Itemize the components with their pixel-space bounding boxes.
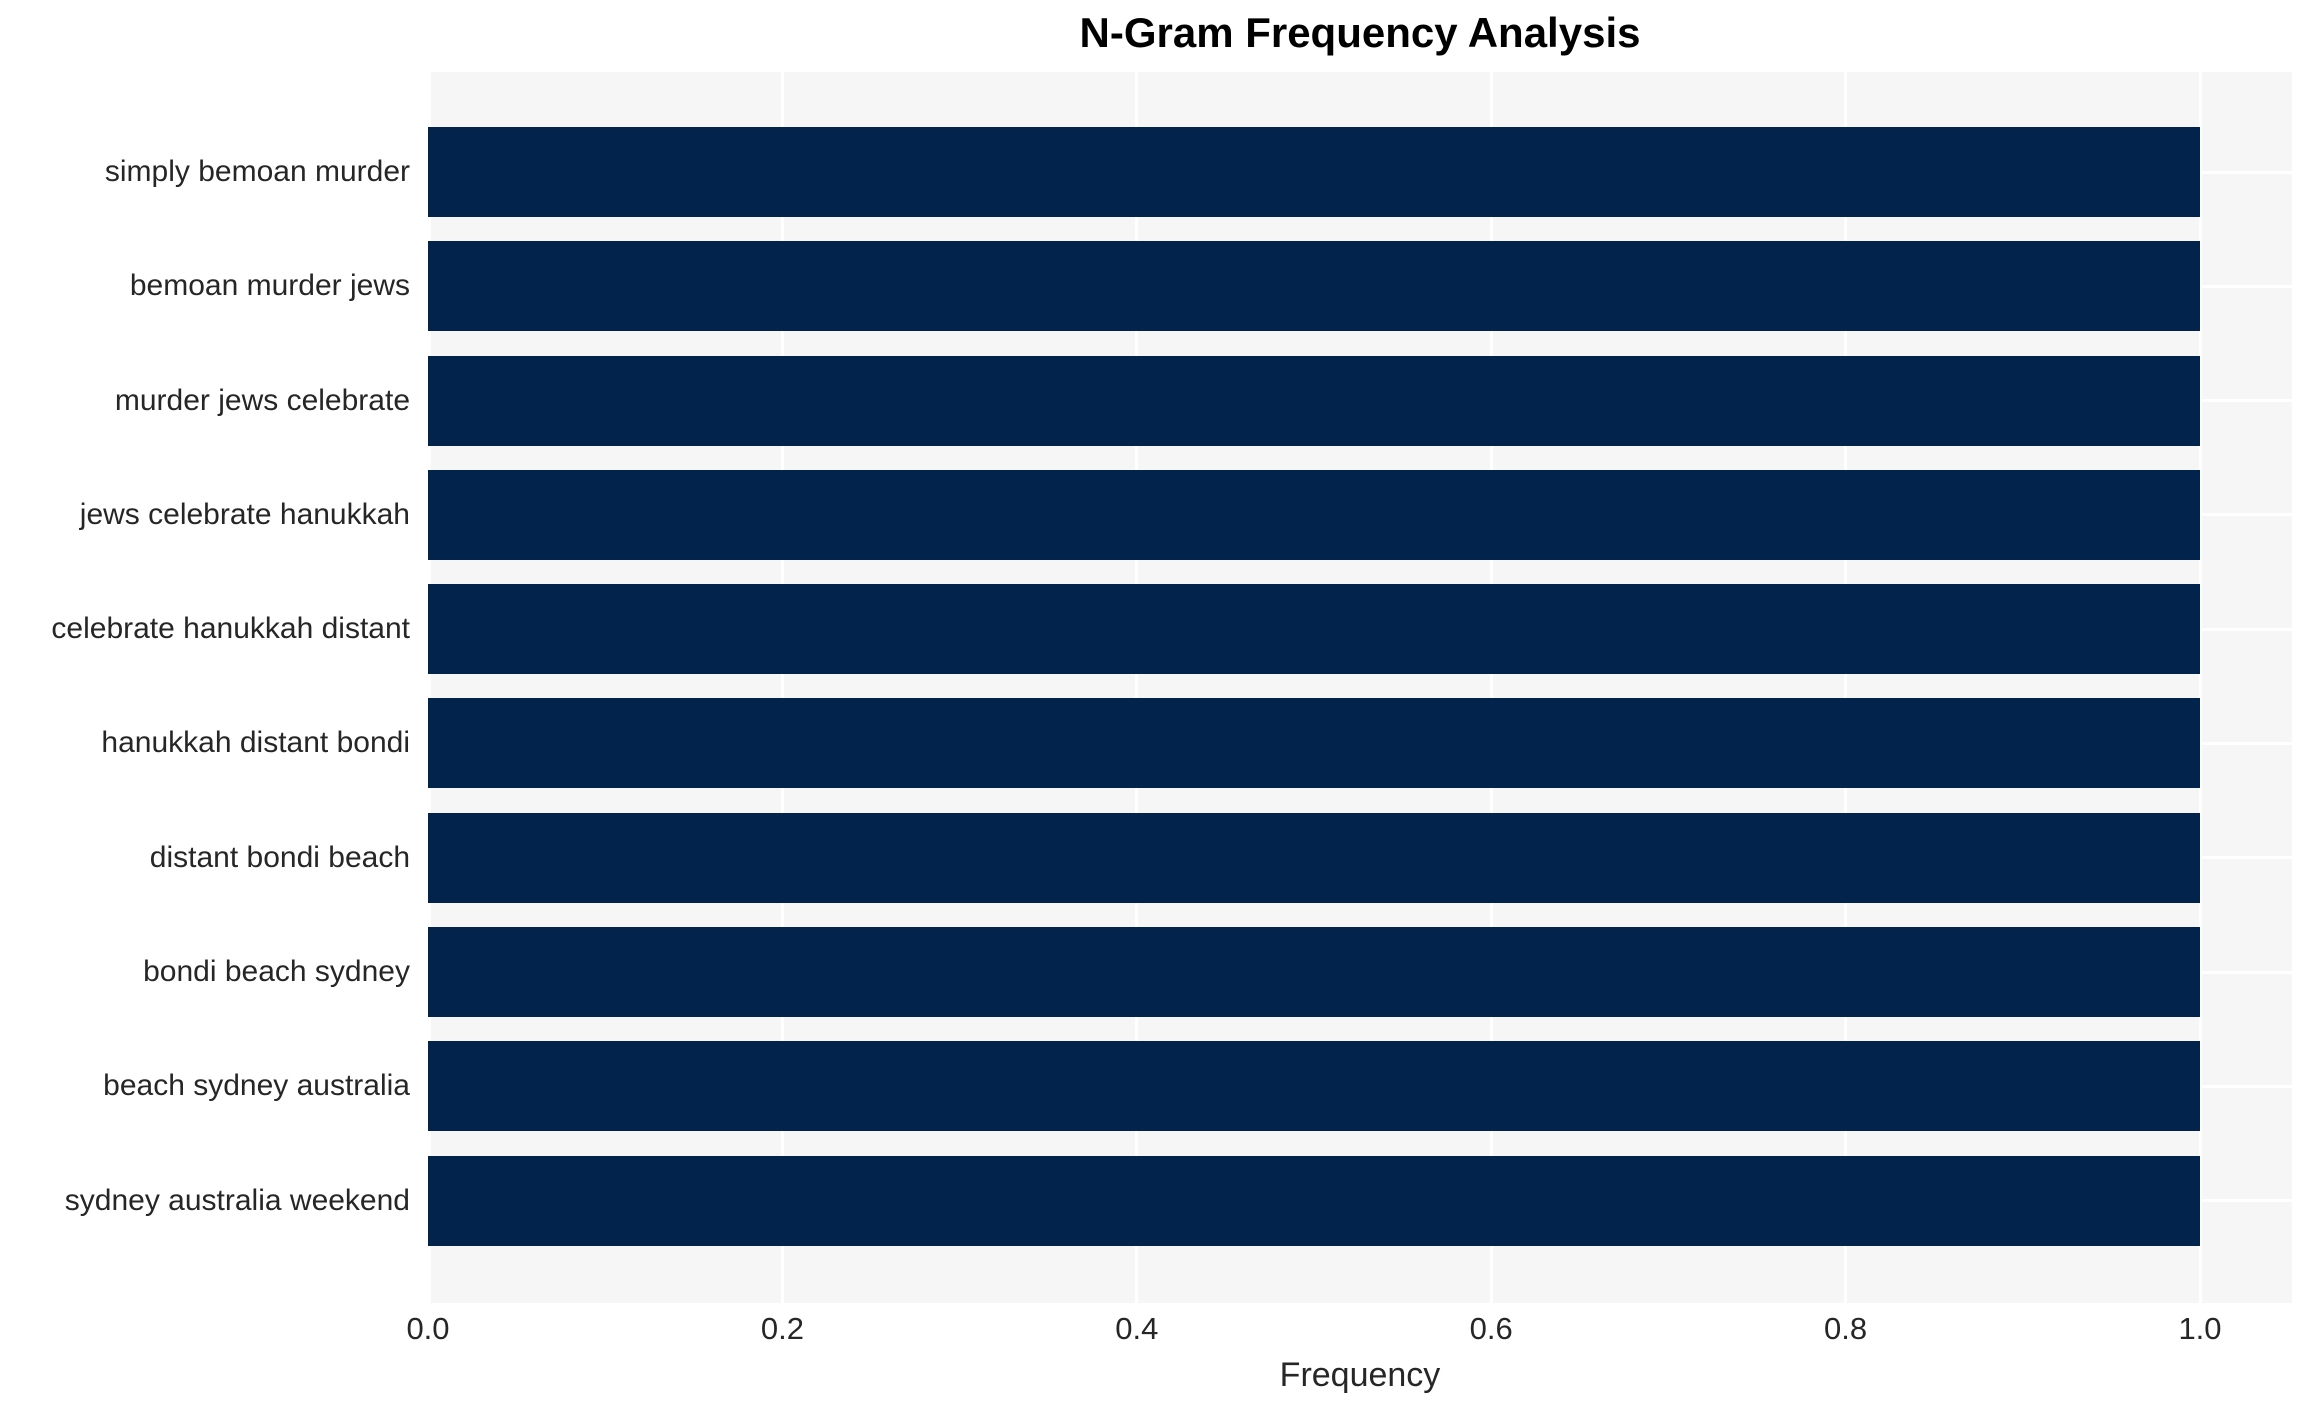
gridline-vertical [2198, 72, 2202, 1303]
x-tick-label: 0.4 [1115, 1311, 1159, 1346]
y-tick-label: jews celebrate hanukkah [79, 497, 410, 531]
gridline-vertical [1135, 72, 1139, 1303]
y-axis-labels: simply bemoan murder bemoan murder jews mu… [0, 72, 410, 1303]
gridline-vertical [1844, 72, 1848, 1303]
bar-hanukkah-distant-bondi [428, 698, 2200, 789]
gridline-vertical [780, 72, 784, 1303]
x-tick-label: 1.0 [2178, 1311, 2222, 1346]
y-tick-label: simply bemoan murder [104, 155, 410, 188]
bar-bondi-beach-sydney [428, 927, 2200, 1018]
bar-sydney-australia-weekend [428, 1155, 2200, 1246]
x-tick-label: 0.8 [1824, 1311, 1868, 1346]
bar-celebrate-hanukkah-distant [428, 584, 2200, 675]
y-tick-label: beach sydney australia [103, 1069, 410, 1103]
chart-title: N-Gram Frequency Analysis [1079, 9, 1641, 56]
plot-area [428, 72, 2292, 1303]
y-tick-label: distant bondi beach [149, 840, 410, 874]
bar-jews-celebrate-hanukkah [428, 469, 2200, 560]
bar-distant-bondi-beach [428, 812, 2200, 903]
y-tick-label: bemoan murder jews [129, 269, 410, 303]
y-tick-label: murder jews celebrate [114, 383, 410, 417]
x-tick-label: 0.6 [1469, 1311, 1513, 1346]
y-tick-label: celebrate hanukkah distant [51, 612, 410, 646]
bar-beach-sydney-australia [428, 1041, 2200, 1132]
gridline-vertical [428, 72, 431, 1303]
bar-simply-bemoan-murder [428, 127, 2200, 217]
gridline-vertical [1489, 72, 1493, 1303]
bars-layer [428, 72, 2292, 1303]
bar-murder-jews-celebrate [428, 355, 2200, 446]
x-tick-label: 0.0 [406, 1311, 450, 1346]
bar-bemoan-murder-jews [428, 241, 2200, 332]
y-tick-label: bondi beach sydney [143, 955, 410, 989]
y-tick-label: hanukkah distant bondi [101, 726, 410, 760]
y-tick-label: sydney australia weekend [64, 1183, 410, 1217]
x-tick-label: 0.2 [760, 1311, 804, 1346]
x-axis-label: Frequency [1279, 1356, 1441, 1394]
